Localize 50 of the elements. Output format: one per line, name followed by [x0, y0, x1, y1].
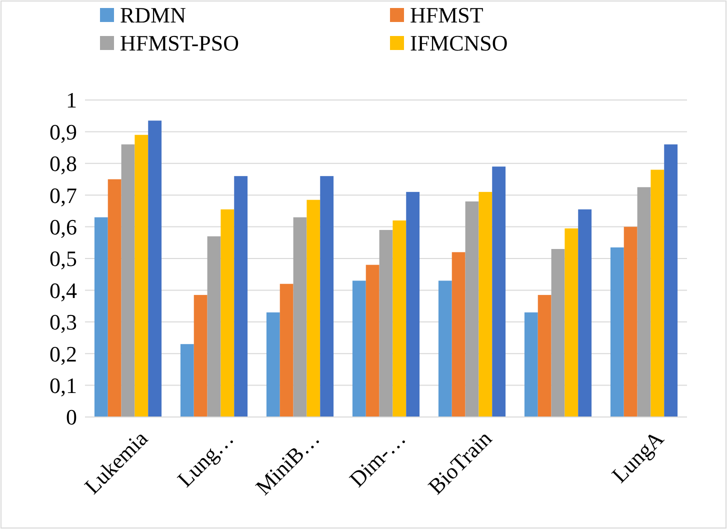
- bar: [524, 312, 538, 417]
- y-tick-label: 0: [66, 404, 77, 430]
- bar: [664, 144, 678, 417]
- y-tick-label: 0,5: [50, 246, 77, 272]
- legend-label: RDMN: [120, 2, 186, 28]
- bar: [121, 144, 135, 417]
- y-tick-label: 0,7: [50, 182, 77, 208]
- bar: [148, 120, 162, 417]
- bar: [366, 264, 380, 417]
- bar: [650, 170, 664, 417]
- y-tick-label: 0,4: [50, 278, 77, 303]
- bar: [234, 176, 248, 417]
- bar: [564, 228, 578, 417]
- legend-label: IFMCNSO: [410, 30, 508, 56]
- bar: [465, 201, 479, 417]
- bar: [94, 217, 108, 417]
- y-tick-label: 0,9: [50, 119, 77, 144]
- bar: [538, 294, 552, 417]
- y-tick-label: 0,3: [50, 310, 77, 335]
- bar: [194, 294, 208, 417]
- bar: [320, 176, 334, 417]
- bar: [551, 248, 565, 417]
- bar: [637, 187, 651, 417]
- legend-label: HFMST: [410, 2, 484, 28]
- legend-label: HFMST-PSO: [120, 30, 240, 56]
- bar: [108, 179, 122, 417]
- bar: [220, 209, 234, 417]
- bar: [392, 220, 406, 417]
- bar: [452, 252, 466, 417]
- bar: [352, 280, 366, 417]
- bar: [306, 200, 320, 417]
- y-tick-label: 0,8: [50, 151, 77, 176]
- bar: [180, 344, 194, 417]
- y-tick-label: 0,2: [50, 341, 77, 366]
- bar: [578, 209, 592, 417]
- bar: [624, 226, 638, 417]
- bar: [379, 230, 393, 417]
- bar: [134, 134, 148, 417]
- bar: [280, 284, 294, 417]
- bar: [610, 247, 624, 417]
- bar: [438, 280, 452, 417]
- bar: [207, 236, 221, 417]
- y-tick-label: 0,1: [50, 373, 77, 398]
- y-tick-label: 0,6: [50, 214, 77, 240]
- bar: [492, 166, 506, 417]
- bar: [293, 217, 307, 417]
- bar: [406, 192, 420, 417]
- bar: [266, 312, 280, 417]
- bar: [478, 192, 492, 417]
- y-tick-label: 1: [66, 88, 77, 113]
